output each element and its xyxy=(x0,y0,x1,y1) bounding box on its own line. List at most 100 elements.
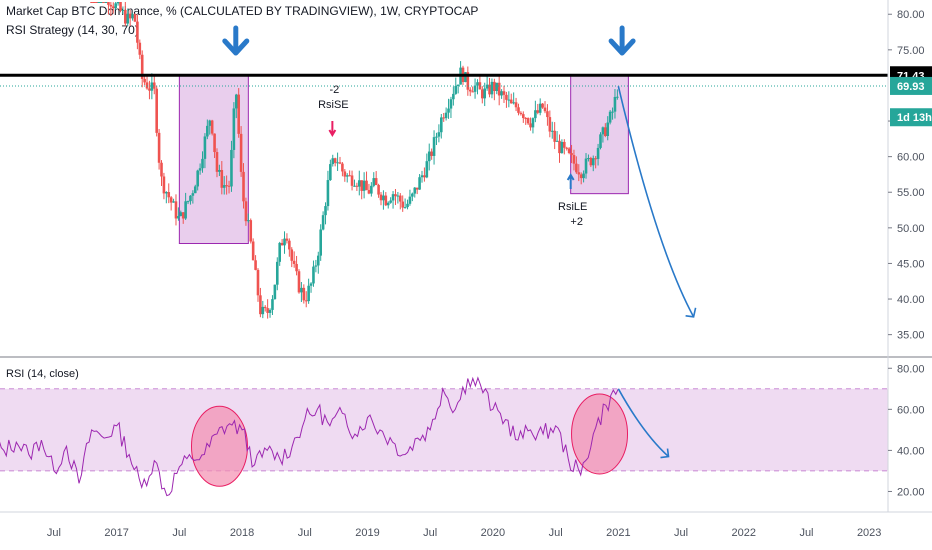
down-arrow-head-1 xyxy=(222,38,250,56)
candle-body xyxy=(249,220,253,242)
candle-body xyxy=(497,82,501,96)
candle-body xyxy=(483,88,487,99)
candle-body xyxy=(519,112,523,115)
candle-body xyxy=(239,133,243,172)
candle-body xyxy=(415,187,419,190)
candle-body xyxy=(493,81,496,92)
y-tick-label: 80.00 xyxy=(897,9,925,21)
x-tick-label: 2019 xyxy=(355,527,379,539)
candle-body xyxy=(218,169,221,172)
candle-body xyxy=(529,123,532,128)
candle-body xyxy=(365,180,368,191)
candle-body xyxy=(534,110,537,119)
candle-body xyxy=(507,99,511,101)
candle-body xyxy=(263,306,267,309)
candle-body xyxy=(389,200,392,203)
candle-body xyxy=(242,171,245,202)
candle-body xyxy=(268,309,272,313)
candle-body xyxy=(172,201,175,203)
candle-body xyxy=(107,2,110,5)
price-tag-bg xyxy=(890,76,932,95)
down-arrow-head-2 xyxy=(608,38,636,56)
candle-body xyxy=(604,127,607,137)
candle-body xyxy=(259,295,262,315)
rsi-y-tick-label: 40.00 xyxy=(897,445,925,457)
candle-body xyxy=(104,2,108,3)
candle-body xyxy=(601,127,605,135)
rsi-circle-2 xyxy=(571,393,629,475)
candle-body xyxy=(425,161,429,178)
candle-body xyxy=(208,120,212,126)
candle-body xyxy=(343,171,347,177)
candle-body xyxy=(524,118,528,120)
candle-body xyxy=(177,216,180,219)
candle-body xyxy=(567,148,571,154)
candle-body xyxy=(215,152,219,172)
candle-body xyxy=(488,84,491,95)
rsi-y-tick-label: 80.00 xyxy=(897,363,925,375)
candle-body xyxy=(582,173,585,179)
candle-body xyxy=(374,178,378,186)
candle-body xyxy=(613,96,617,112)
candle-body xyxy=(432,137,436,156)
candle-body xyxy=(198,168,202,171)
buy-signal-marker xyxy=(566,173,575,189)
candle-body xyxy=(181,212,185,219)
candle-body xyxy=(608,111,612,123)
candle-body xyxy=(570,153,573,156)
candle-body xyxy=(411,193,414,197)
candle-body xyxy=(341,163,344,172)
candle-body xyxy=(536,110,540,113)
x-tick-label: Jul xyxy=(423,527,437,539)
candle-body xyxy=(138,42,142,55)
strategy-label: RSI Strategy (14, 30, 70) xyxy=(6,23,139,37)
candle-body xyxy=(512,102,515,104)
candle-body xyxy=(162,176,166,194)
candle-body xyxy=(577,172,581,175)
candle-body xyxy=(307,285,310,302)
candle-body xyxy=(514,102,518,108)
candle-body xyxy=(517,107,520,113)
candle-body xyxy=(420,175,424,178)
candle-body xyxy=(377,185,380,195)
candle-body xyxy=(174,201,178,219)
candle-body xyxy=(275,261,279,285)
candle-body xyxy=(546,111,549,118)
candle-body xyxy=(225,185,228,187)
candle-body xyxy=(345,175,349,177)
candle-body xyxy=(599,134,602,148)
candle-body xyxy=(563,141,566,148)
candle-body xyxy=(490,81,494,95)
candle-body xyxy=(401,201,405,208)
candle-body xyxy=(372,178,376,186)
candle-body xyxy=(285,238,289,241)
rsi-y-tick-label: 20.00 xyxy=(897,486,925,498)
candle-body xyxy=(560,141,564,154)
candle-body xyxy=(439,117,443,133)
candle-body xyxy=(466,72,470,90)
candle-body xyxy=(95,2,98,3)
candle-body xyxy=(367,190,371,194)
x-tick-label: 2021 xyxy=(606,527,630,539)
candle-body xyxy=(304,300,308,302)
candle-body xyxy=(256,269,260,296)
candle-body xyxy=(251,241,255,261)
candle-body xyxy=(319,229,322,256)
y-tick-label: 60.00 xyxy=(897,152,925,164)
candle-body xyxy=(266,308,269,313)
candle-body xyxy=(454,85,458,94)
candle-body xyxy=(596,147,600,159)
candle-body xyxy=(133,14,137,22)
candle-body xyxy=(541,103,544,108)
candle-body xyxy=(232,108,236,150)
candle-body xyxy=(244,201,248,222)
candle-body xyxy=(169,197,173,203)
signal-annotation: RsiSE xyxy=(318,99,349,111)
candle-body xyxy=(370,185,373,194)
candle-body xyxy=(152,82,156,89)
candle-body xyxy=(476,82,479,86)
candle-body xyxy=(584,158,588,174)
candle-body xyxy=(131,14,134,19)
candle-body xyxy=(430,151,433,156)
